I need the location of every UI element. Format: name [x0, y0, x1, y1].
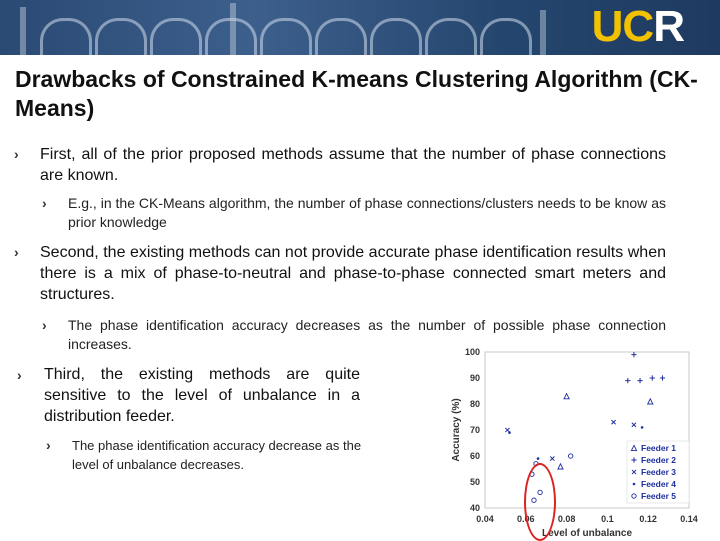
ucr-logo: UCR	[591, 2, 685, 51]
data-point-feeder-2	[625, 378, 631, 384]
legend-entry: Feeder 2	[641, 455, 676, 465]
legend-marker	[631, 457, 637, 463]
data-point-feeder-4	[508, 431, 511, 434]
decorative-arch	[95, 18, 147, 55]
data-point-feeder-3	[631, 422, 637, 428]
data-point-feeder-4	[536, 457, 540, 460]
decorative-arch	[260, 18, 312, 55]
legend-entry: Feeder 1	[641, 443, 676, 453]
data-point-feeder-3	[505, 427, 510, 433]
data-point-feeder-3	[549, 456, 555, 462]
bullet-3a: The phase identification accuracy decrea…	[72, 438, 362, 472]
y-tick-label: 40	[470, 503, 480, 513]
decorative-arch	[205, 18, 257, 55]
data-point-feeder-1	[563, 392, 570, 400]
x-tick-label: 0.14	[680, 514, 698, 524]
bullet-2a: The phase identification accuracy decrea…	[68, 317, 666, 352]
chevron-right-icon: ›	[17, 367, 22, 383]
chevron-right-icon: ›	[46, 437, 51, 453]
highlight-ellipse	[524, 463, 556, 541]
legend-entry: Feeder 4	[641, 479, 676, 489]
decorative-column	[540, 10, 546, 55]
legend-marker	[631, 493, 637, 499]
bullet-3: Third, the existing methods are quite se…	[44, 366, 360, 425]
data-point-feeder-4	[640, 426, 644, 429]
decorative-arch	[370, 18, 422, 55]
x-tick-label: 0.1	[601, 514, 614, 524]
decorative-arch	[425, 18, 477, 55]
y-tick-label: 60	[470, 451, 480, 461]
data-point-feeder-3	[611, 419, 616, 425]
legend-marker	[632, 482, 636, 486]
decorative-column	[20, 7, 26, 55]
accuracy-vs-unbalance-chart: 0.04 0.06 0.08 0.1 0.12 0.14405060708090100Le…	[451, 347, 698, 539]
data-point-feeder-2	[649, 375, 655, 381]
y-tick-label: 70	[470, 425, 480, 435]
data-point-feeder-2	[637, 378, 643, 384]
decorative-column	[230, 3, 236, 55]
data-point-feeder-2	[631, 352, 637, 358]
chevron-right-icon: ›	[42, 317, 47, 333]
chevron-right-icon: ›	[14, 146, 19, 162]
data-point-feeder-1	[557, 462, 564, 470]
data-point-feeder-1	[646, 397, 654, 405]
x-tick-label: 0.04	[476, 514, 494, 524]
logo-uc: UC	[591, 2, 655, 51]
y-tick-label: 90	[470, 373, 480, 383]
legend-entry: Feeder 5	[641, 491, 676, 501]
legend-box	[626, 440, 690, 504]
x-tick-label: 0.08	[558, 514, 576, 524]
legend-entry: Feeder 3	[641, 467, 676, 477]
x-axis-label: Level of unbalance	[542, 528, 632, 539]
chevron-right-icon: ›	[42, 195, 47, 211]
y-axis-label: Accuracy (%)	[451, 398, 462, 461]
logo-r: R	[653, 2, 685, 51]
header-banner: UCR	[0, 0, 720, 55]
bullet-1a: E.g., in the CK-Means algorithm, the num…	[68, 195, 666, 230]
slide-title: Drawbacks of Constrained K-means Cluster…	[15, 66, 698, 121]
data-point-feeder-2	[659, 375, 666, 381]
chevron-right-icon: ›	[14, 244, 19, 260]
legend-marker	[631, 469, 637, 475]
y-tick-label: 80	[470, 399, 480, 409]
bullet-1: First, all of the prior proposed methods…	[40, 146, 666, 184]
decorative-arch	[40, 18, 92, 55]
data-point-feeder-5	[568, 453, 574, 459]
legend-marker	[630, 444, 638, 452]
x-tick-label: 0.12	[639, 514, 657, 524]
decorative-arch	[480, 18, 532, 55]
decorative-arch	[150, 18, 202, 55]
decorative-arch	[315, 18, 367, 55]
y-tick-label: 50	[470, 477, 480, 487]
bullet-2: Second, the existing methods can not pro…	[40, 244, 666, 303]
y-tick-label: 100	[465, 347, 480, 357]
